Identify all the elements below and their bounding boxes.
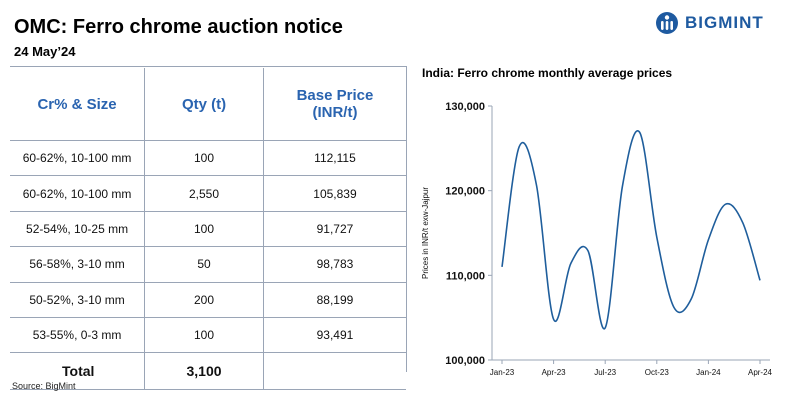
source-note: Source: BigMint [12,381,76,391]
cell-qty: 100 [144,211,264,248]
notice-date: 24 May’24 [14,44,76,59]
table-row: 60-62%, 10-100 mm 100 112,115 [10,140,406,177]
cell-grade: 60-62%, 10-100 mm [10,175,146,212]
x-tick-label: Jan-24 [696,368,721,377]
bigmint-logo-icon [656,12,678,34]
y-axis-label: Prices in INR/t exw-Jajpur [421,187,430,279]
cell-grade: 50-52%, 3-10 mm [10,282,146,318]
total-label: Total [10,352,146,391]
series-line [501,130,761,330]
brand-logo: BIGMINT [655,10,764,36]
x-tick-label: Apr-24 [748,368,773,377]
price-line-chart: 100,000 110,000 120,000 130,000 Jan-23 Apr-23… [421,101,773,377]
x-tick-label: Jul-23 [594,368,616,377]
y-tick-label: 120,000 [445,186,485,198]
cell-price: 105,839 [263,175,406,212]
cell-price: 98,783 [263,246,406,283]
cell-grade: 53-55%, 0-3 mm [10,317,146,354]
cell-price: 93,491 [263,317,406,354]
cell-grade: 60-62%, 10-100 mm [10,140,146,177]
x-tick-label: Oct-23 [645,368,670,377]
cell-qty: 2,550 [144,175,264,212]
x-tick-label: Jan-23 [490,368,515,377]
page-title: OMC: Ferro chrome auction notice [14,16,343,38]
auction-table: Cr% & Size Qty (t) Base Price (INR/t) 60… [10,68,406,391]
table-row: 52-54%, 10-25 mm 100 91,727 [10,211,406,248]
cell-price: 112,115 [263,140,406,177]
cell-price: 88,199 [263,282,406,318]
brand-name: BIGMINT [685,13,764,32]
y-tick-label: 100,000 [445,355,485,367]
table-row: 50-52%, 3-10 mm 200 88,199 [10,282,406,318]
table-row: 56-58%, 3-10 mm 50 98,783 [10,246,406,283]
column-header-grade: Cr% & Size [10,68,146,141]
column-header-price: Base Price (INR/t) [263,68,406,141]
chart-title: India: Ferro chrome monthly average pric… [422,66,673,80]
column-header-qty: Qty (t) [144,68,264,141]
table-header-row: Cr% & Size Qty (t) Base Price (INR/t) [10,68,406,141]
cell-price: 91,727 [263,211,406,248]
cell-qty: 100 [144,140,264,177]
cell-qty: 200 [144,282,264,318]
cell-qty: 100 [144,317,264,354]
table-row: 53-55%, 0-3 mm 100 93,491 [10,317,406,354]
total-price [263,352,406,391]
y-tick-label: 110,000 [446,270,485,282]
cell-qty: 50 [144,246,264,283]
y-tick-label: 130,000 [445,101,485,113]
cell-grade: 52-54%, 10-25 mm [10,211,146,248]
total-qty: 3,100 [144,352,264,391]
header-divider [10,66,406,67]
cell-grade: 56-58%, 3-10 mm [10,246,146,283]
table-total-row: Total 3,100 [10,352,406,391]
x-tick-label: Apr-23 [542,368,567,377]
table-row: 60-62%, 10-100 mm 2,550 105,839 [10,175,406,212]
panel-separator [406,66,407,372]
